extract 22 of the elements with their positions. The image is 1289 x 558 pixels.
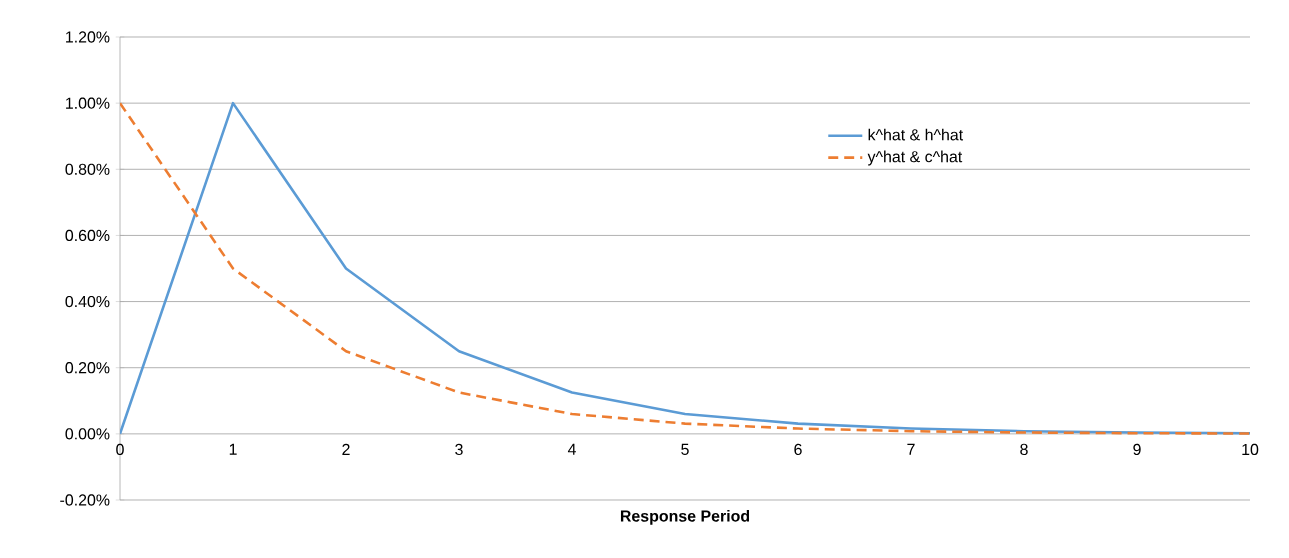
- y-tick-label: 1.20%: [66, 31, 110, 43]
- x-tick-label: 6: [794, 443, 802, 456]
- legend-label: y^hat & c^hat: [867, 150, 963, 166]
- x-tick-label: 1: [229, 443, 237, 455]
- y-tick-label: 1.00%: [66, 97, 110, 109]
- x-axis-title: Response Period: [620, 509, 750, 525]
- x-tick-label: 0: [116, 443, 124, 456]
- y-tick-label: 0.00%: [65, 428, 110, 440]
- x-tick-label: 7: [907, 443, 915, 455]
- x-tick-label: 3: [455, 443, 463, 456]
- x-tick-label: 9: [1133, 443, 1141, 456]
- y-tick-label: 0.20%: [65, 362, 110, 374]
- x-tick-label: 10: [1242, 443, 1259, 456]
- y-tick-label: -0.20%: [60, 494, 110, 506]
- x-tick-label: 2: [342, 443, 350, 455]
- y-tick-label: 0.40%: [65, 295, 110, 308]
- x-tick-label: 4: [567, 443, 576, 455]
- x-tick-label: 5: [681, 443, 689, 455]
- y-tick-label: 0.60%: [65, 229, 110, 242]
- legend-label: k^hat & h^hat: [868, 128, 964, 141]
- y-tick-label: 0.80%: [65, 163, 110, 175]
- x-tick-label: 8: [1020, 443, 1028, 456]
